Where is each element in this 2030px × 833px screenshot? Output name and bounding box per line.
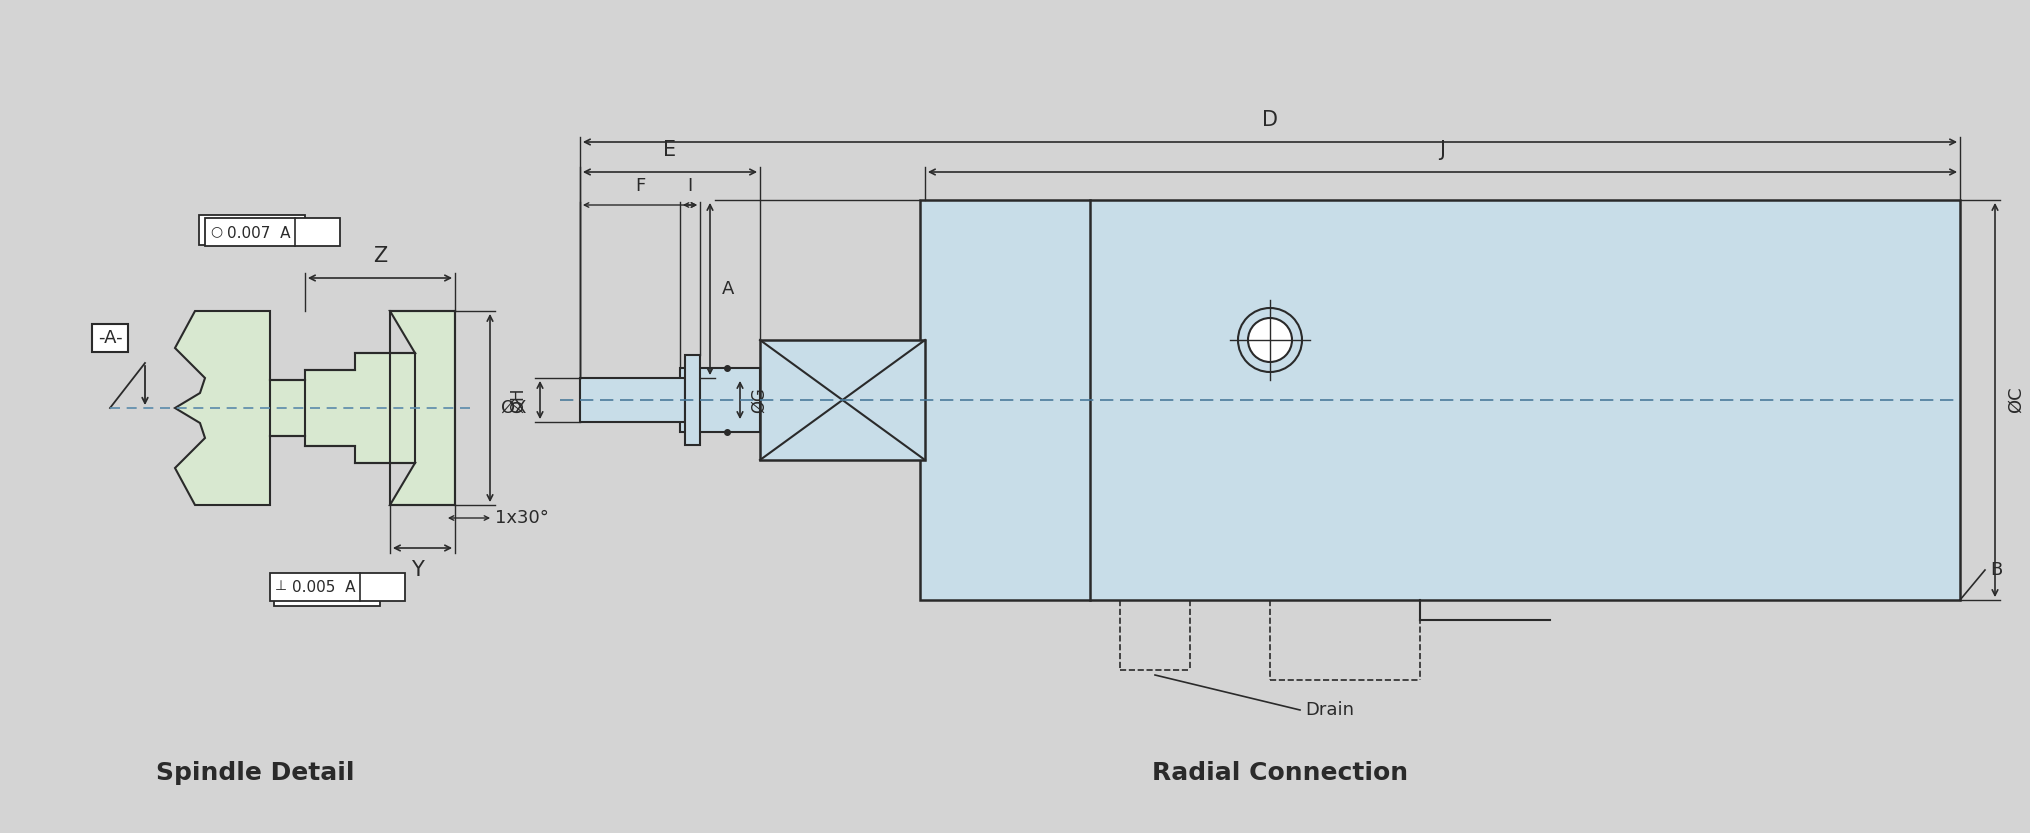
Text: Spindle Detail: Spindle Detail [156,761,355,785]
Text: I: I [688,177,692,195]
Circle shape [1238,308,1301,372]
Text: B: B [1989,561,2002,579]
Text: D: D [1263,110,1279,130]
Text: ØG: ØG [749,387,767,413]
Text: 0.005  A: 0.005 A [292,581,355,596]
Circle shape [1248,318,1291,362]
Bar [920,200,1961,600]
Text: A: A [723,280,735,298]
Text: ○: ○ [209,224,221,238]
Text: E: E [664,140,676,160]
Text: ØH: ØH [510,387,528,412]
Text: ⊥  0.005  A: ⊥ 0.005 A [280,582,374,600]
Text: ○  0.007  A: ○ 0.007 A [205,221,298,239]
Bar [680,368,759,432]
Bar [270,573,406,601]
Text: 0.007  A: 0.007 A [227,226,290,241]
Polygon shape [175,311,455,505]
Text: 1x30°: 1x30° [495,509,548,527]
Bar [581,378,684,422]
Text: Drain: Drain [1305,701,1354,719]
Text: Radial Connection: Radial Connection [1151,761,1409,785]
Text: F: F [635,177,646,195]
Bar [684,355,700,445]
Bar [759,340,926,460]
Text: Y: Y [410,560,424,580]
Text: ØC: ØC [2008,387,2026,413]
Text: ØX: ØX [499,399,526,417]
Text: J: J [1439,140,1445,160]
Text: ⊥: ⊥ [274,579,286,593]
Text: -A-: -A- [97,329,122,347]
Text: Z: Z [374,246,388,266]
Bar [205,218,339,246]
